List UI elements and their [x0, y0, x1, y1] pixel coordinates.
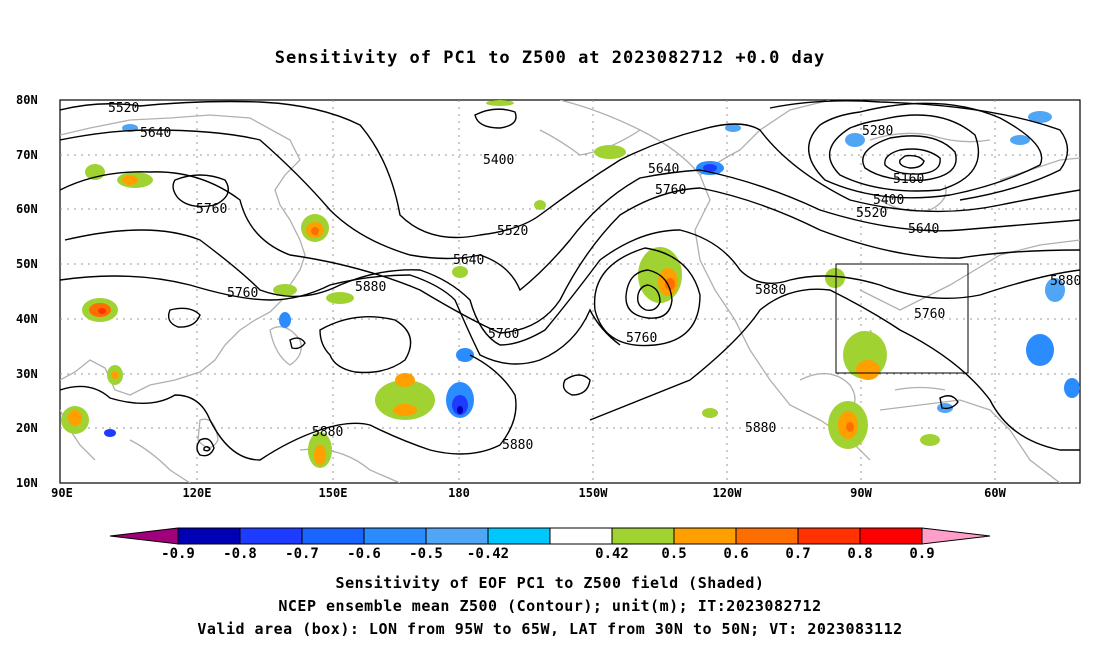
lat-label: 40N [16, 312, 38, 326]
contour-label: 5760 [914, 307, 945, 322]
colorbar-swatch [673, 527, 737, 545]
colorbar-tick-label: -0.7 [285, 546, 319, 562]
lat-label: 10N [16, 476, 38, 490]
colorbar-swatch [487, 527, 551, 545]
colorbar-arrow-left [109, 527, 179, 545]
contour-label: 5400 [873, 193, 904, 208]
contour-label: 5640 [908, 222, 939, 237]
colorbar-tick-label: 0.5 [661, 546, 686, 562]
contour-label: 5760 [626, 331, 657, 346]
contour-label: 5760 [227, 286, 258, 301]
lat-label: 80N [16, 93, 38, 107]
colorbar-swatch [177, 527, 241, 545]
colorbar-swatch [363, 527, 427, 545]
lat-label: 20N [16, 421, 38, 435]
contour-label: 5280 [862, 124, 893, 139]
lat-label: 30N [16, 367, 38, 381]
lon-label: 150W [579, 486, 609, 500]
contour-label: 5880 [745, 421, 776, 436]
colorbar-tick-label: 0.42 [595, 546, 629, 562]
contour-label: 5160 [893, 172, 924, 187]
lat-axis-labels: 80N 70N 60N 50N 40N 30N 20N 10N [16, 93, 38, 490]
colorbar-swatch [549, 527, 613, 545]
contour-label: 5520 [497, 224, 528, 239]
contour-label: 5880 [755, 283, 786, 298]
z500-contours [60, 100, 1080, 461]
contour-label: 5640 [648, 162, 679, 177]
contour-label: 5400 [483, 153, 514, 168]
colorbar-tick-label: 0.9 [909, 546, 934, 562]
contour-label: 5880 [1050, 274, 1081, 289]
colorbar-labels: -0.9 -0.8 -0.7 -0.6 -0.5 -0.42 0.42 0.5 0.6 0.7 0.… [161, 546, 935, 562]
lon-label: 120W [713, 486, 743, 500]
contour-labels: 5520 5640 5400 5760 5520 5640 5760 5880 … [108, 101, 1081, 453]
colorbar-swatch [611, 527, 675, 545]
lon-label: 60W [984, 486, 1006, 500]
contour-label: 5760 [655, 183, 686, 198]
lon-label: 120E [183, 486, 212, 500]
contour-label: 5520 [856, 206, 887, 221]
caption-line-3: Valid area (box): LON from 95W to 65W, L… [197, 620, 903, 638]
lon-label: 180 [448, 486, 470, 500]
lat-label: 70N [16, 148, 38, 162]
colorbar-tick-label: -0.6 [347, 546, 381, 562]
contour-label: 5760 [488, 327, 519, 342]
map-title: Sensitivity of PC1 to Z500 at 2023082712… [274, 48, 826, 68]
colorbar-tick-label: -0.5 [409, 546, 443, 562]
caption-line-2: NCEP ensemble mean Z500 (Contour); unit(… [278, 597, 822, 615]
lon-axis-labels: 90E 120E 150E 180 150W 120W 90W 60W [51, 486, 1006, 500]
colorbar-tick-label: -0.8 [223, 546, 257, 562]
colorbar-tick-label: 0.8 [847, 546, 872, 562]
colorbar [109, 527, 991, 545]
lon-label: 90E [51, 486, 73, 500]
colorbar-tick-label: -0.9 [161, 546, 195, 562]
colorbar-swatch [735, 527, 799, 545]
colorbar-tick-label: -0.42 [467, 546, 509, 562]
lat-label: 50N [16, 257, 38, 271]
valid-area-box [835, 263, 969, 374]
colorbar-swatch [301, 527, 365, 545]
lon-label: 150E [319, 486, 348, 500]
sensitivity-shading [61, 100, 1080, 468]
plot-frame [59, 99, 1081, 484]
colorbar-swatch [425, 527, 489, 545]
colorbar-swatch [797, 527, 861, 545]
lon-label: 90W [850, 486, 872, 500]
contour-label: 5520 [108, 101, 139, 116]
contour-label: 5880 [502, 438, 533, 453]
lat-label: 60N [16, 202, 38, 216]
contour-label: 5880 [355, 280, 386, 295]
contour-label: 5760 [196, 202, 227, 217]
caption-line-1: Sensitivity of EOF PC1 to Z500 field (Sh… [335, 574, 765, 592]
contour-label: 5880 [312, 425, 343, 440]
contour-label: 5640 [453, 253, 484, 268]
colorbar-tick-label: 0.7 [785, 546, 810, 562]
colorbar-tick-label: 0.6 [723, 546, 748, 562]
colorbar-swatch [859, 527, 923, 545]
colorbar-swatch [239, 527, 303, 545]
colorbar-arrow-right [921, 527, 991, 545]
contour-label: 5640 [140, 126, 171, 141]
